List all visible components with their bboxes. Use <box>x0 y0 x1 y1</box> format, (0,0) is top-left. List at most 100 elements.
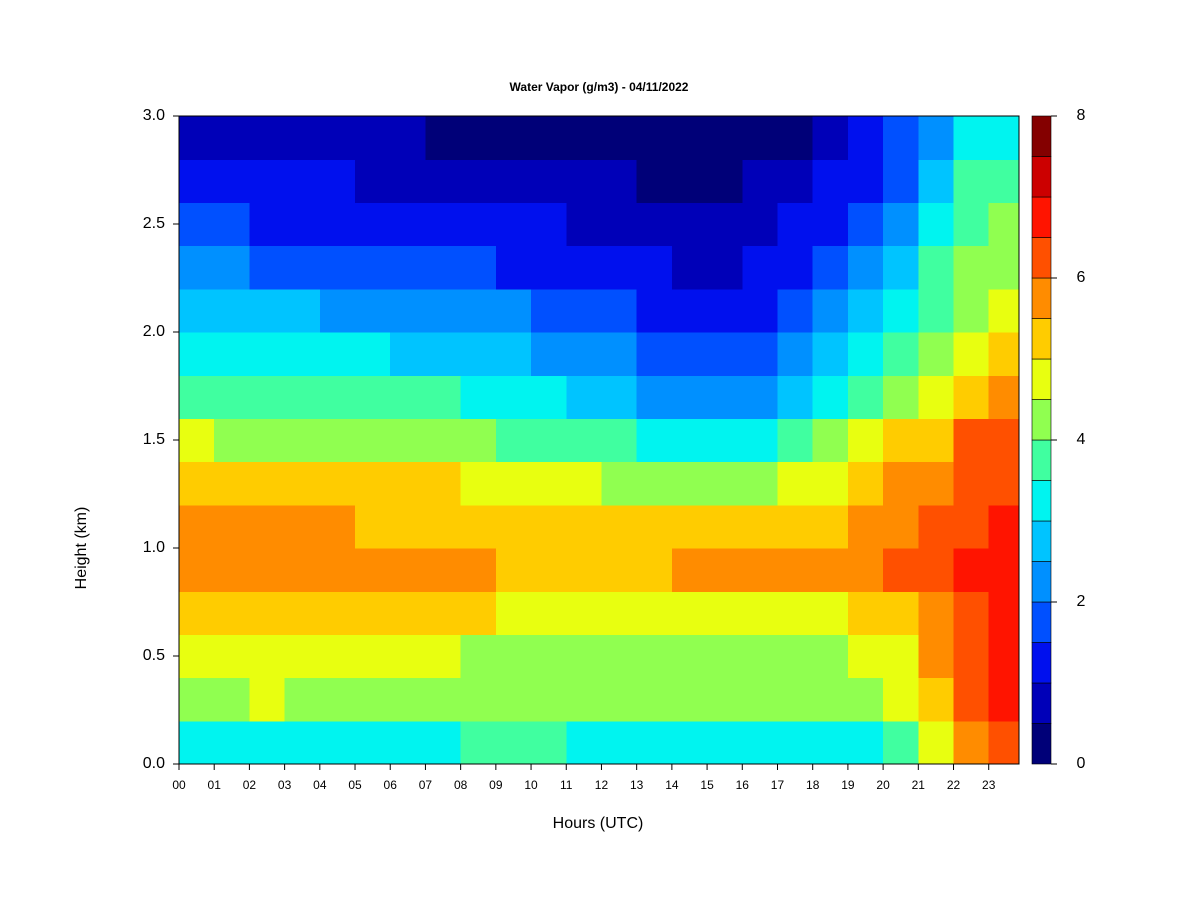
heatmap-cell <box>707 159 743 203</box>
heatmap-cell <box>671 634 708 679</box>
heatmap-cell <box>671 332 708 376</box>
heatmap-cell <box>460 461 497 506</box>
heatmap-cell <box>847 677 884 722</box>
heatmap-cell <box>847 245 884 290</box>
heatmap-cell <box>883 591 919 635</box>
heatmap-cell <box>214 332 251 376</box>
heatmap-cell <box>988 418 1020 463</box>
heatmap-cell <box>812 288 849 333</box>
heatmap-cell <box>495 116 532 160</box>
heatmap-cell <box>918 288 955 333</box>
heatmap-cell <box>988 677 1020 722</box>
heatmap-cell <box>566 332 603 376</box>
heatmap-cell <box>425 504 462 549</box>
x-tick-label: 14 <box>665 778 679 792</box>
heatmap-cell <box>953 375 990 419</box>
heatmap-cell <box>953 591 990 635</box>
heatmap-cell <box>953 418 990 463</box>
x-tick-label: 03 <box>278 778 292 792</box>
heatmap-cell <box>707 461 743 506</box>
heatmap-cell <box>284 288 321 333</box>
heatmap-cell <box>531 504 567 549</box>
heatmap-cell <box>495 418 532 463</box>
heatmap-cell <box>249 288 286 333</box>
x-tick-label: 02 <box>243 778 257 792</box>
heatmap-cell <box>918 375 955 419</box>
heatmap-cell <box>531 720 567 765</box>
heatmap-cell <box>390 288 427 333</box>
heatmap-cell <box>355 159 391 203</box>
heatmap-cell <box>742 202 779 247</box>
heatmap-cell <box>355 418 391 463</box>
x-tick-label: 05 <box>348 778 362 792</box>
x-tick-label: 16 <box>736 778 750 792</box>
heatmap-cell <box>812 461 849 506</box>
heatmap-cell <box>460 332 497 376</box>
heatmap-cell <box>812 591 849 635</box>
heatmap-cell <box>249 332 286 376</box>
heatmap-cell <box>566 159 603 203</box>
heatmap-cell <box>671 720 708 765</box>
heatmap-cell <box>601 548 638 592</box>
heatmap-cell <box>601 504 638 549</box>
heatmap-cell <box>918 548 955 592</box>
heatmap-cell <box>953 548 990 592</box>
heatmap-cell <box>425 245 462 290</box>
heatmap-cell <box>707 720 743 765</box>
heatmap-cell <box>883 332 919 376</box>
heatmap-cell <box>390 461 427 506</box>
heatmap-cell <box>847 504 884 549</box>
heatmap-cell <box>918 245 955 290</box>
heatmap-cell <box>355 591 391 635</box>
heatmap-cell <box>707 245 743 290</box>
x-tick-label: 08 <box>454 778 468 792</box>
heatmap-cell <box>636 677 673 722</box>
heatmap-cell <box>742 634 779 679</box>
heatmap-cell <box>777 159 814 203</box>
heatmap-cell <box>390 375 427 419</box>
heatmap-cell <box>319 418 356 463</box>
heatmap-cell <box>953 159 990 203</box>
heatmap-cell <box>214 375 251 419</box>
heatmap-cell <box>390 418 427 463</box>
heatmap-cell <box>883 720 919 765</box>
heatmap-cell <box>742 461 779 506</box>
heatmap-cell <box>883 461 919 506</box>
x-tick-label: 00 <box>172 778 186 792</box>
heatmap-cell <box>988 288 1020 333</box>
heatmap-cell <box>918 418 955 463</box>
heatmap-cell <box>883 159 919 203</box>
heatmap-cell <box>883 504 919 549</box>
heatmap-cell <box>214 116 251 160</box>
chart-title: Water Vapor (g/m3) - 04/11/2022 <box>510 80 689 94</box>
heatmap-cell <box>284 591 321 635</box>
colorbar-band <box>1031 642 1052 684</box>
heatmap-cell <box>742 720 779 765</box>
x-tick-label: 01 <box>208 778 222 792</box>
heatmap-cell <box>847 461 884 506</box>
heatmap-cell <box>883 677 919 722</box>
heatmap-cell <box>390 202 427 247</box>
heatmap-cell <box>988 548 1020 592</box>
heatmap-cell <box>460 418 497 463</box>
heatmap-cell <box>777 720 814 765</box>
heatmap-cell <box>812 332 849 376</box>
heatmap-cell <box>953 202 990 247</box>
heatmap-cell <box>847 720 884 765</box>
heatmap-cell <box>179 720 215 765</box>
heatmap-cell <box>425 634 462 679</box>
y-axis-label: Height (km) <box>73 507 90 590</box>
heatmap-cell <box>460 116 497 160</box>
heatmap-cell <box>707 634 743 679</box>
heatmap-cell <box>883 202 919 247</box>
x-tick-label: 20 <box>876 778 890 792</box>
heatmap-cell <box>742 548 779 592</box>
heatmap-cell <box>425 418 462 463</box>
heatmap-cell <box>249 591 286 635</box>
heatmap-cell <box>425 288 462 333</box>
heatmap-cell <box>566 116 603 160</box>
heatmap-cell <box>249 634 286 679</box>
heatmap-cell <box>566 591 603 635</box>
heatmap-cell <box>742 116 779 160</box>
heatmap-cell <box>319 461 356 506</box>
